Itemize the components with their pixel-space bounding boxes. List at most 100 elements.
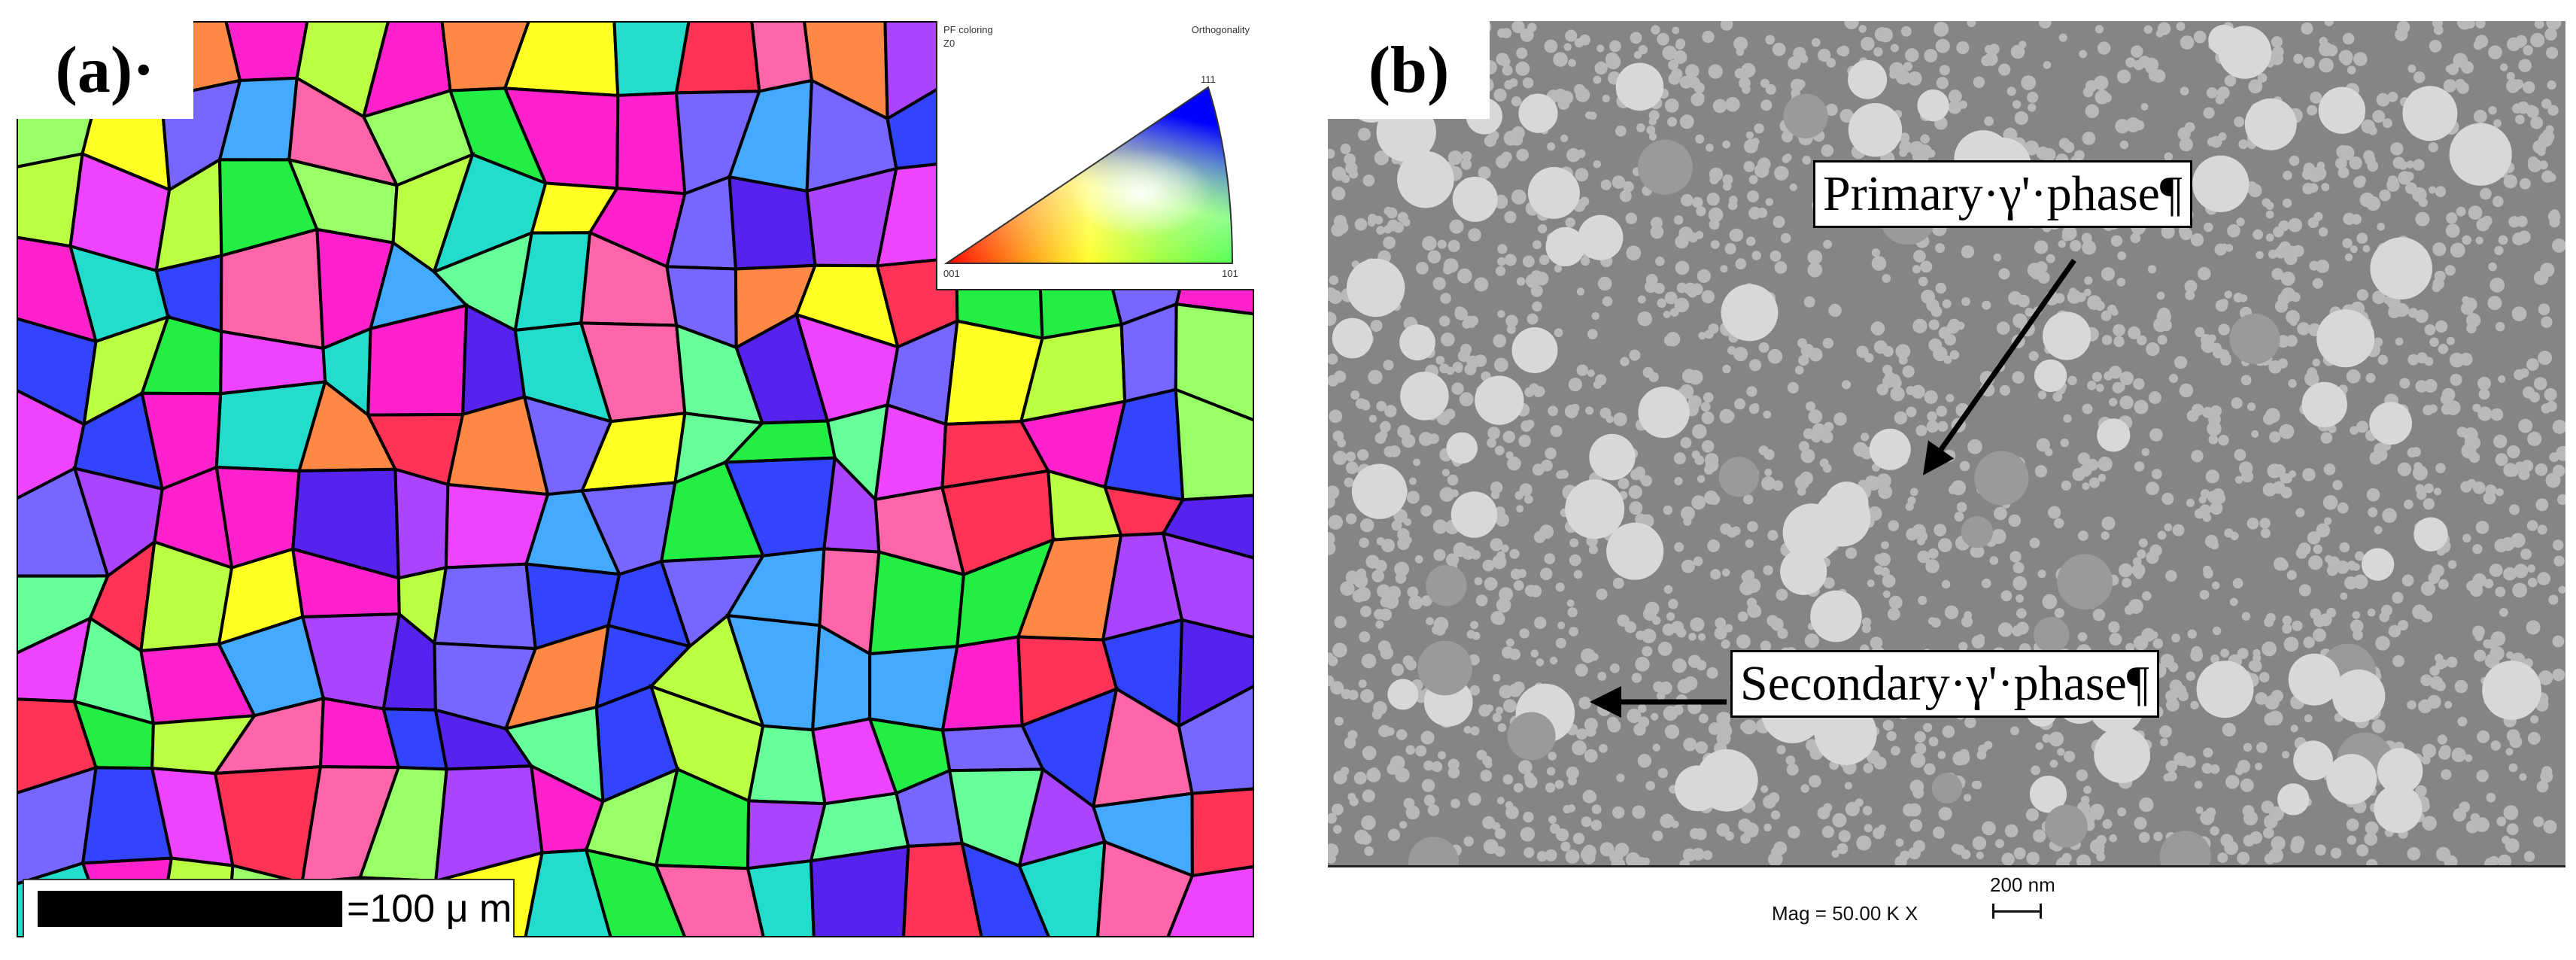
secondary-precipitate (1567, 804, 1575, 813)
secondary-precipitate (2263, 827, 2274, 839)
secondary-precipitate (1833, 412, 1847, 426)
secondary-precipitate (2115, 119, 2130, 134)
secondary-precipitate (1899, 132, 1910, 144)
secondary-precipitate (2098, 473, 2107, 482)
secondary-precipitate (2138, 538, 2148, 548)
secondary-precipitate (2332, 480, 2343, 491)
secondary-precipitate (2194, 780, 2203, 789)
legend-axis-label: Z0 (943, 38, 955, 49)
secondary-precipitate (2496, 488, 2504, 497)
secondary-precipitate (1328, 652, 1334, 661)
secondary-precipitate (1340, 581, 1355, 596)
secondary-precipitate (1544, 39, 1558, 53)
secondary-precipitate (2172, 524, 2185, 536)
secondary-precipitate (2191, 450, 2204, 463)
secondary-precipitate (2101, 310, 2112, 321)
secondary-precipitate (1914, 731, 1926, 743)
secondary-precipitate (1758, 342, 1769, 353)
secondary-precipitate (2495, 321, 2505, 332)
secondary-precipitate (2476, 217, 2490, 232)
secondary-precipitate (2337, 502, 2349, 514)
secondary-precipitate (2558, 585, 2565, 594)
secondary-precipitate (1402, 655, 1414, 667)
secondary-precipitate (2490, 408, 2504, 421)
secondary-precipitate (1964, 611, 1973, 619)
secondary-precipitate (1976, 634, 1985, 643)
secondary-precipitate (2347, 65, 2356, 74)
secondary-precipitate (1796, 79, 1806, 89)
secondary-precipitate (1948, 318, 1961, 330)
secondary-precipitate (1652, 743, 1660, 752)
secondary-precipitate (1697, 475, 1706, 483)
secondary-precipitate (2379, 612, 2390, 622)
secondary-precipitate (1475, 594, 1488, 606)
secondary-precipitate (1998, 268, 2010, 280)
secondary-precipitate (1764, 468, 1773, 477)
secondary-precipitate (1818, 48, 1831, 62)
secondary-precipitate (1636, 123, 1645, 132)
secondary-precipitate (1387, 828, 1401, 841)
secondary-precipitate (2034, 240, 2049, 254)
secondary-precipitate (1595, 374, 1607, 386)
secondary-precipitate (1519, 483, 1533, 497)
secondary-precipitate (1396, 729, 1408, 740)
secondary-precipitate (1735, 258, 1747, 270)
secondary-precipitate (1928, 737, 1939, 747)
secondary-precipitate (2203, 747, 2213, 758)
secondary-precipitate (1800, 471, 1813, 485)
secondary-precipitate (1696, 206, 1706, 217)
secondary-precipitate (2324, 21, 2334, 26)
secondary-precipitate (1697, 269, 1711, 283)
secondary-precipitate (1748, 206, 1761, 220)
secondary-precipitate (2534, 377, 2547, 390)
secondary-precipitate (1418, 432, 1433, 446)
ebsd-orientation-map: (a)· PF coloring Orthogonality Z0 111 00… (17, 21, 1254, 937)
secondary-precipitate (1403, 797, 1415, 810)
secondary-precipitate (1600, 179, 1612, 190)
secondary-precipitate (2547, 80, 2556, 90)
secondary-precipitate (2153, 831, 2163, 842)
secondary-precipitate (1909, 488, 1918, 497)
secondary-precipitate (2443, 79, 2457, 93)
secondary-precipitate (1737, 611, 1748, 622)
secondary-precipitate (2082, 403, 2093, 415)
secondary-precipitate (1808, 409, 1823, 424)
secondary-precipitate (1657, 32, 1669, 46)
secondary-precipitate (1773, 216, 1785, 228)
secondary-precipitate (2211, 582, 2220, 590)
secondary-precipitate (2161, 225, 2175, 239)
secondary-precipitate (1970, 545, 1982, 558)
secondary-precipitate (1384, 405, 1397, 418)
grain (746, 858, 816, 937)
secondary-precipitate (2444, 700, 2453, 709)
secondary-precipitate (1332, 804, 1344, 816)
secondary-precipitate (1497, 244, 1508, 254)
secondary-precipitate (1694, 828, 1707, 840)
secondary-precipitate (1674, 297, 1690, 313)
secondary-precipitate (1641, 628, 1657, 644)
secondary-precipitate (1798, 354, 1809, 366)
secondary-precipitate (1593, 160, 1602, 169)
secondary-precipitate (1690, 93, 1705, 107)
secondary-precipitate (1769, 251, 1782, 262)
secondary-precipitate (2027, 91, 2039, 103)
secondary-precipitate (1502, 65, 1513, 76)
secondary-precipitate (1532, 301, 1542, 312)
secondary-precipitate (1556, 828, 1569, 842)
secondary-precipitate (1437, 239, 1447, 249)
secondary-precipitate (1933, 826, 1945, 839)
secondary-precipitate (2013, 847, 2026, 860)
secondary-precipitate (1736, 634, 1751, 649)
secondary-precipitate (1927, 149, 1936, 158)
secondary-precipitate (2119, 371, 2134, 385)
secondary-precipitate (2220, 649, 2229, 658)
secondary-precipitate (2037, 570, 2046, 579)
secondary-precipitate (2119, 563, 2133, 578)
secondary-precipitate (2362, 245, 2371, 253)
secondary-precipitate (1734, 398, 1746, 410)
secondary-precipitate (1888, 520, 1900, 531)
secondary-precipitate (2339, 542, 2350, 553)
secondary-precipitate (1915, 424, 1927, 436)
secondary-precipitate (1724, 624, 1733, 633)
secondary-precipitate (1554, 779, 1564, 789)
